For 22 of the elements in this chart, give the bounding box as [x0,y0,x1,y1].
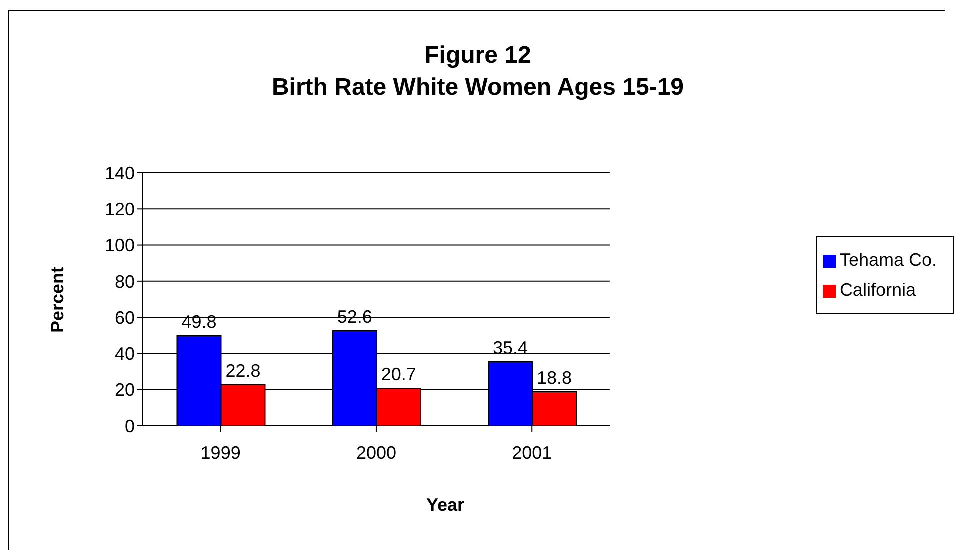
data-label: 22.8 [226,360,261,381]
legend-label: California [840,280,916,300]
y-tick-label: 0 [124,416,135,436]
y-tick-label: 60 [114,308,135,328]
y-tick-label: 80 [114,272,135,292]
x-tick-label: 1999 [200,442,241,463]
legend-label: Tehama Co. [840,250,937,270]
data-label: 49.8 [182,312,217,332]
y-tick-label: 40 [114,344,135,364]
x-tick-label: 2000 [356,442,396,463]
y-tick-label: 140 [104,163,135,184]
x-axis-title: Year [425,495,466,516]
x-tick-label: 2001 [512,442,552,463]
chart-subtitle: Birth Rate White Women Ages 15-19 [270,73,686,103]
data-label: 20.7 [381,364,416,385]
chart-title: Figure 12 [424,41,532,71]
data-label: 18.8 [537,368,572,388]
data-label: 35.4 [493,338,528,358]
y-tick-label: 100 [104,236,135,256]
y-tick-label: 20 [114,380,135,400]
y-axis-title: Percent [48,266,68,334]
y-tick-label: 120 [104,200,135,220]
